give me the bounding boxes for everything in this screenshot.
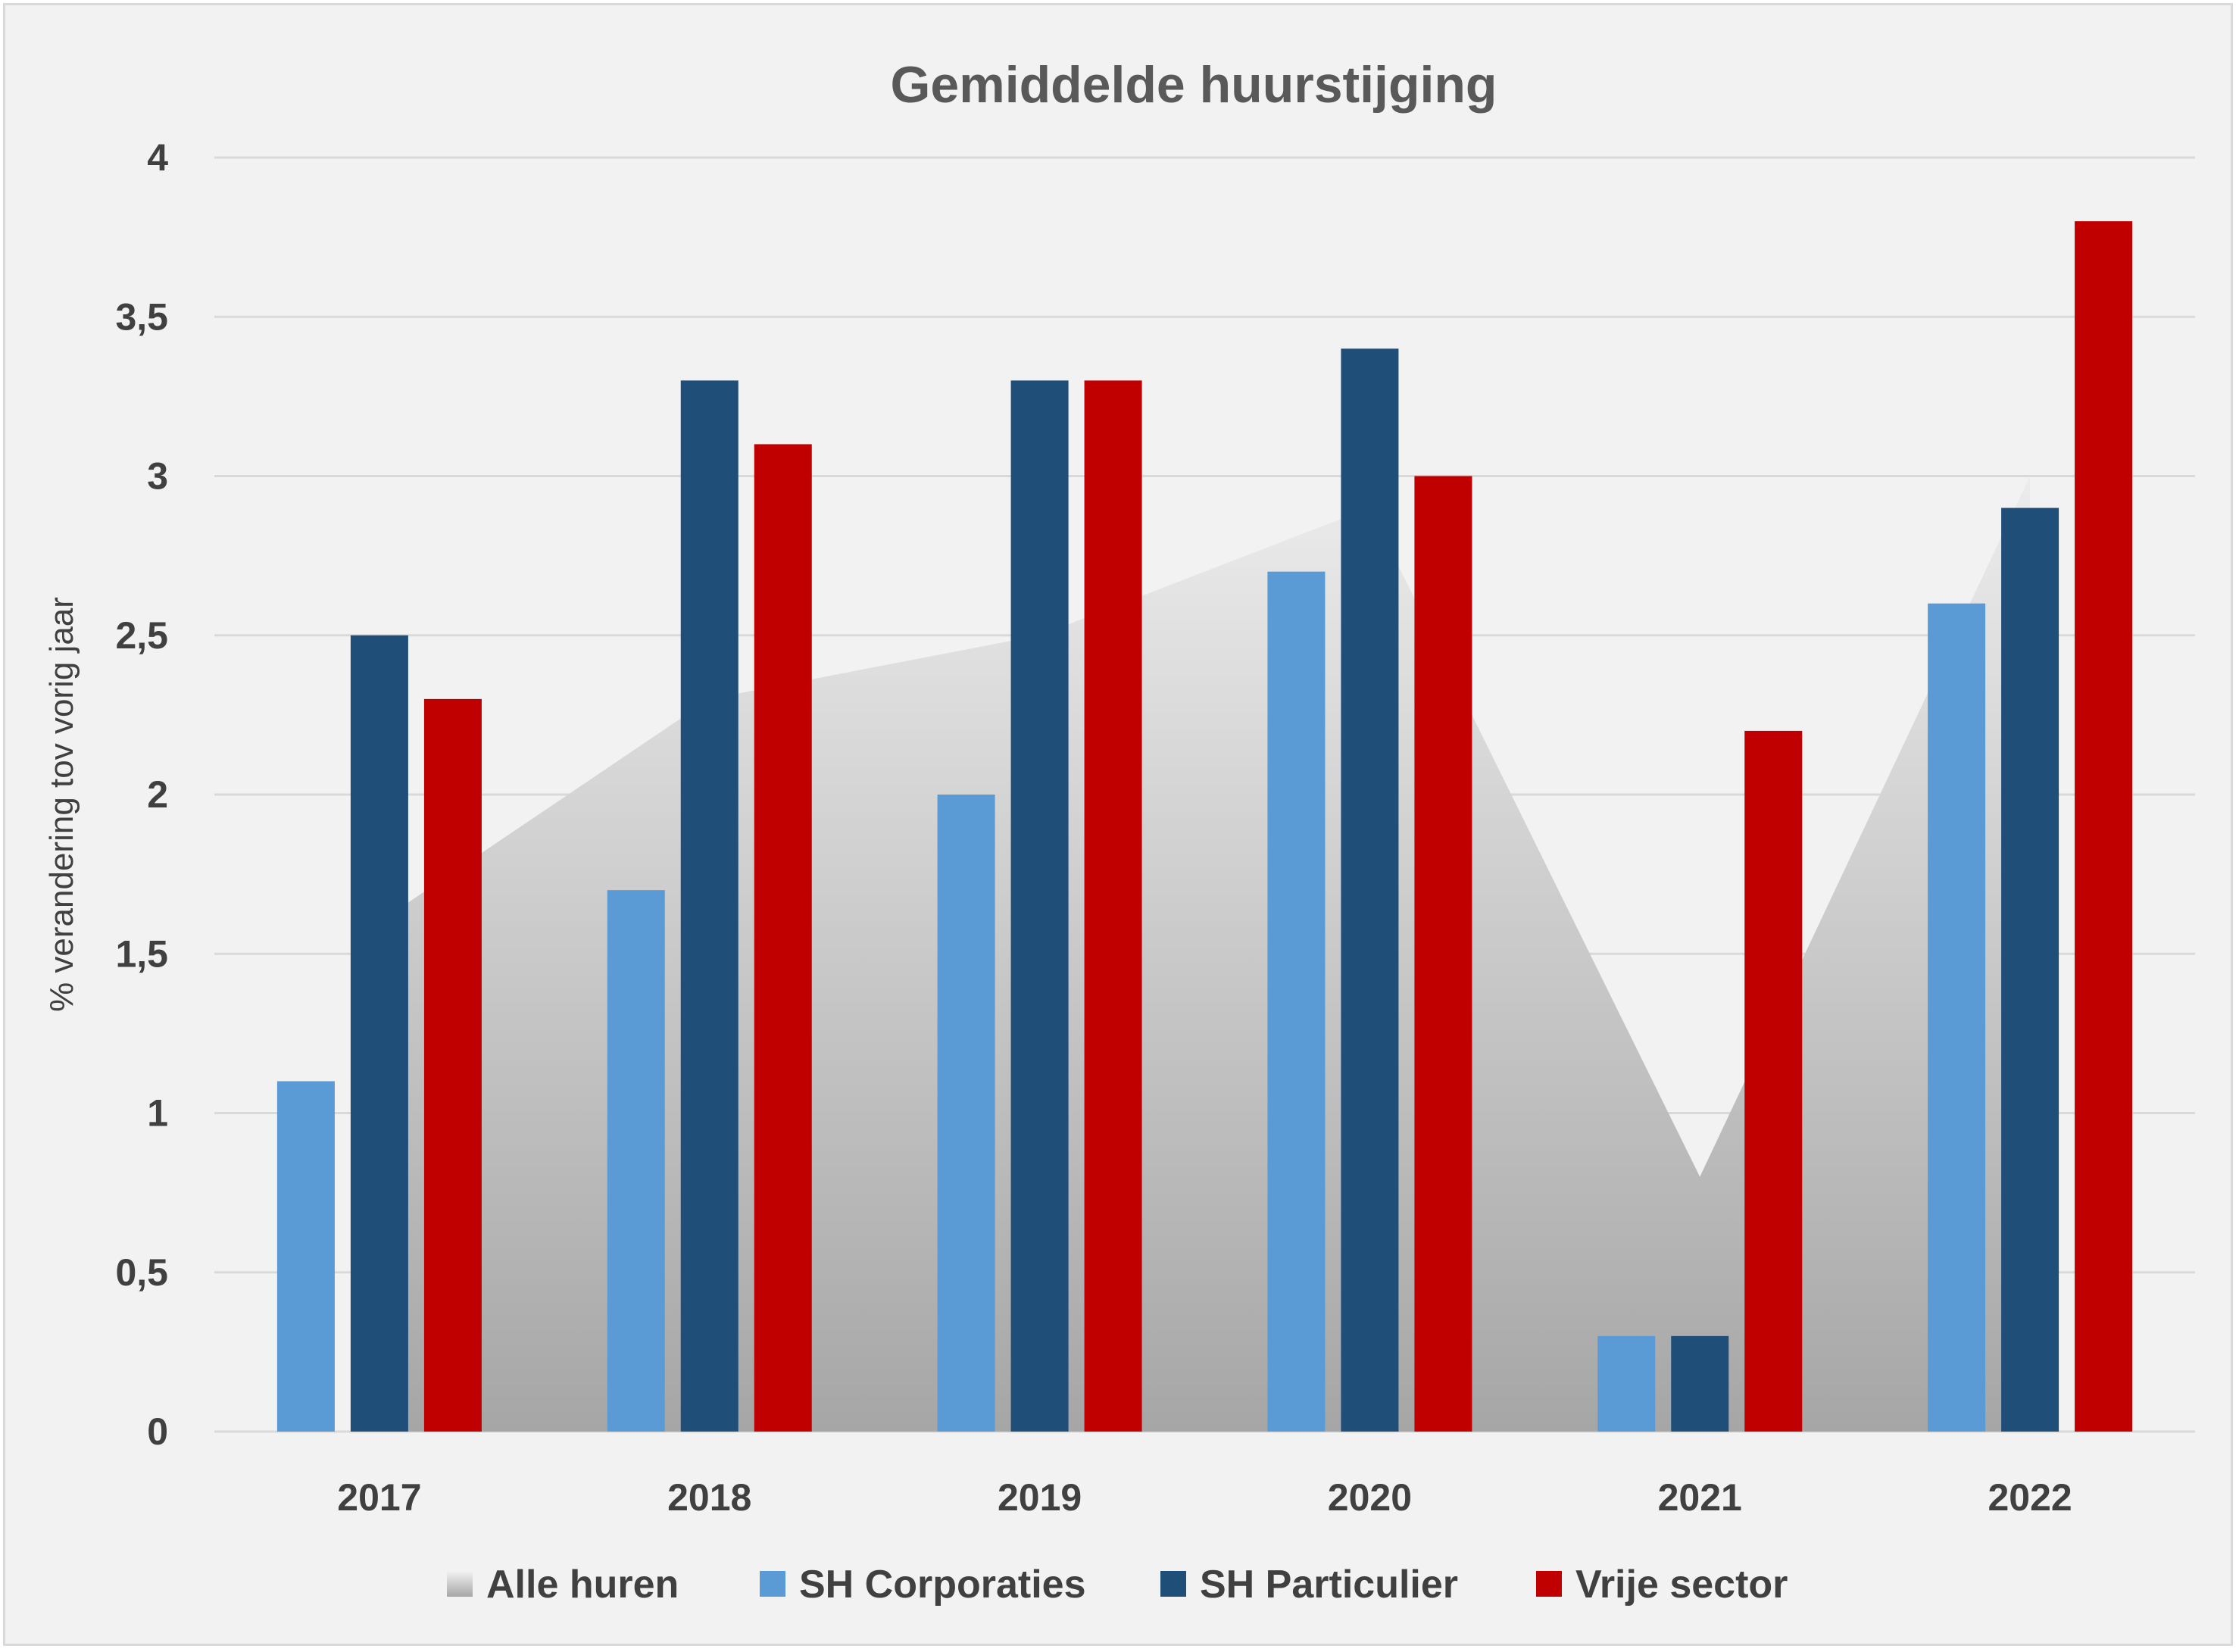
legend-label: Alle huren (486, 1563, 679, 1607)
bar-vrije-sector (754, 444, 812, 1432)
y-tick-label: 1,5 (115, 932, 168, 975)
legend-swatch (760, 1571, 785, 1597)
chart-title: Gemiddelde huurstijging (891, 56, 1497, 114)
bar-series-layer (276, 221, 2133, 1432)
bar-sh-particulier (1341, 348, 1399, 1432)
bar-vrije-sector (1084, 380, 1142, 1432)
y-tick-label: 0 (147, 1410, 168, 1453)
bar-sh-corporaties (1267, 571, 1326, 1432)
y-tick-label: 4 (147, 136, 168, 179)
bar-vrije-sector (423, 698, 482, 1432)
y-tick-labels: 0 0,5 1 1,5 2 2,5 3 3,5 4 (115, 136, 168, 1453)
legend-item-sh-corporaties[interactable]: SH Corporaties (760, 1563, 1086, 1607)
legend-swatch (1536, 1571, 1562, 1597)
bar-sh-particulier (350, 635, 408, 1432)
x-tick-label: 2018 (667, 1476, 751, 1519)
legend-label: Vrije sector (1575, 1563, 1788, 1607)
bar-sh-particulier (1671, 1335, 1729, 1432)
y-tick-label: 3,5 (115, 295, 168, 338)
bar-sh-corporaties (607, 890, 665, 1432)
bar-sh-corporaties (276, 1081, 335, 1432)
bar-sh-corporaties (937, 795, 995, 1432)
bar-sh-particulier (2001, 507, 2059, 1432)
x-tick-labels: 2017 2018 2019 2020 2021 2022 (337, 1476, 2072, 1519)
legend-item-alle-huren[interactable]: Alle huren (447, 1563, 679, 1607)
legend-item-sh-particulier[interactable]: SH Particulier (1160, 1563, 1458, 1607)
legend-item-vrije-sector[interactable]: Vrije sector (1536, 1563, 1788, 1607)
bar-sh-corporaties (1597, 1335, 1656, 1432)
bar-sh-corporaties (1928, 603, 1986, 1432)
x-tick-label: 2017 (337, 1476, 421, 1519)
y-axis-label: % verandering tov vorig jaar (43, 597, 80, 1012)
bar-vrije-sector (1744, 730, 1803, 1432)
bar-vrije-sector (2075, 221, 2133, 1432)
y-tick-label: 2,5 (115, 614, 168, 657)
bar-sh-particulier (1010, 380, 1069, 1432)
bar-vrije-sector (1414, 476, 1472, 1432)
y-tick-label: 2 (147, 773, 168, 816)
x-tick-label: 2019 (998, 1476, 1082, 1519)
legend-label: SH Corporaties (799, 1563, 1086, 1607)
bar-sh-particulier (680, 380, 739, 1432)
x-tick-label: 2020 (1328, 1476, 1412, 1519)
x-tick-label: 2022 (1988, 1476, 2072, 1519)
legend-swatch (1160, 1571, 1186, 1597)
y-tick-label: 1 (147, 1092, 168, 1135)
legend[interactable]: Alle huren SH Corporaties SH Particulier Vr… (447, 1563, 1788, 1607)
y-tick-label: 3 (147, 455, 168, 498)
x-tick-label: 2021 (1658, 1476, 1742, 1519)
legend-label: SH Particulier (1200, 1563, 1458, 1607)
legend-swatch (447, 1571, 473, 1597)
y-tick-label: 0,5 (115, 1251, 168, 1294)
